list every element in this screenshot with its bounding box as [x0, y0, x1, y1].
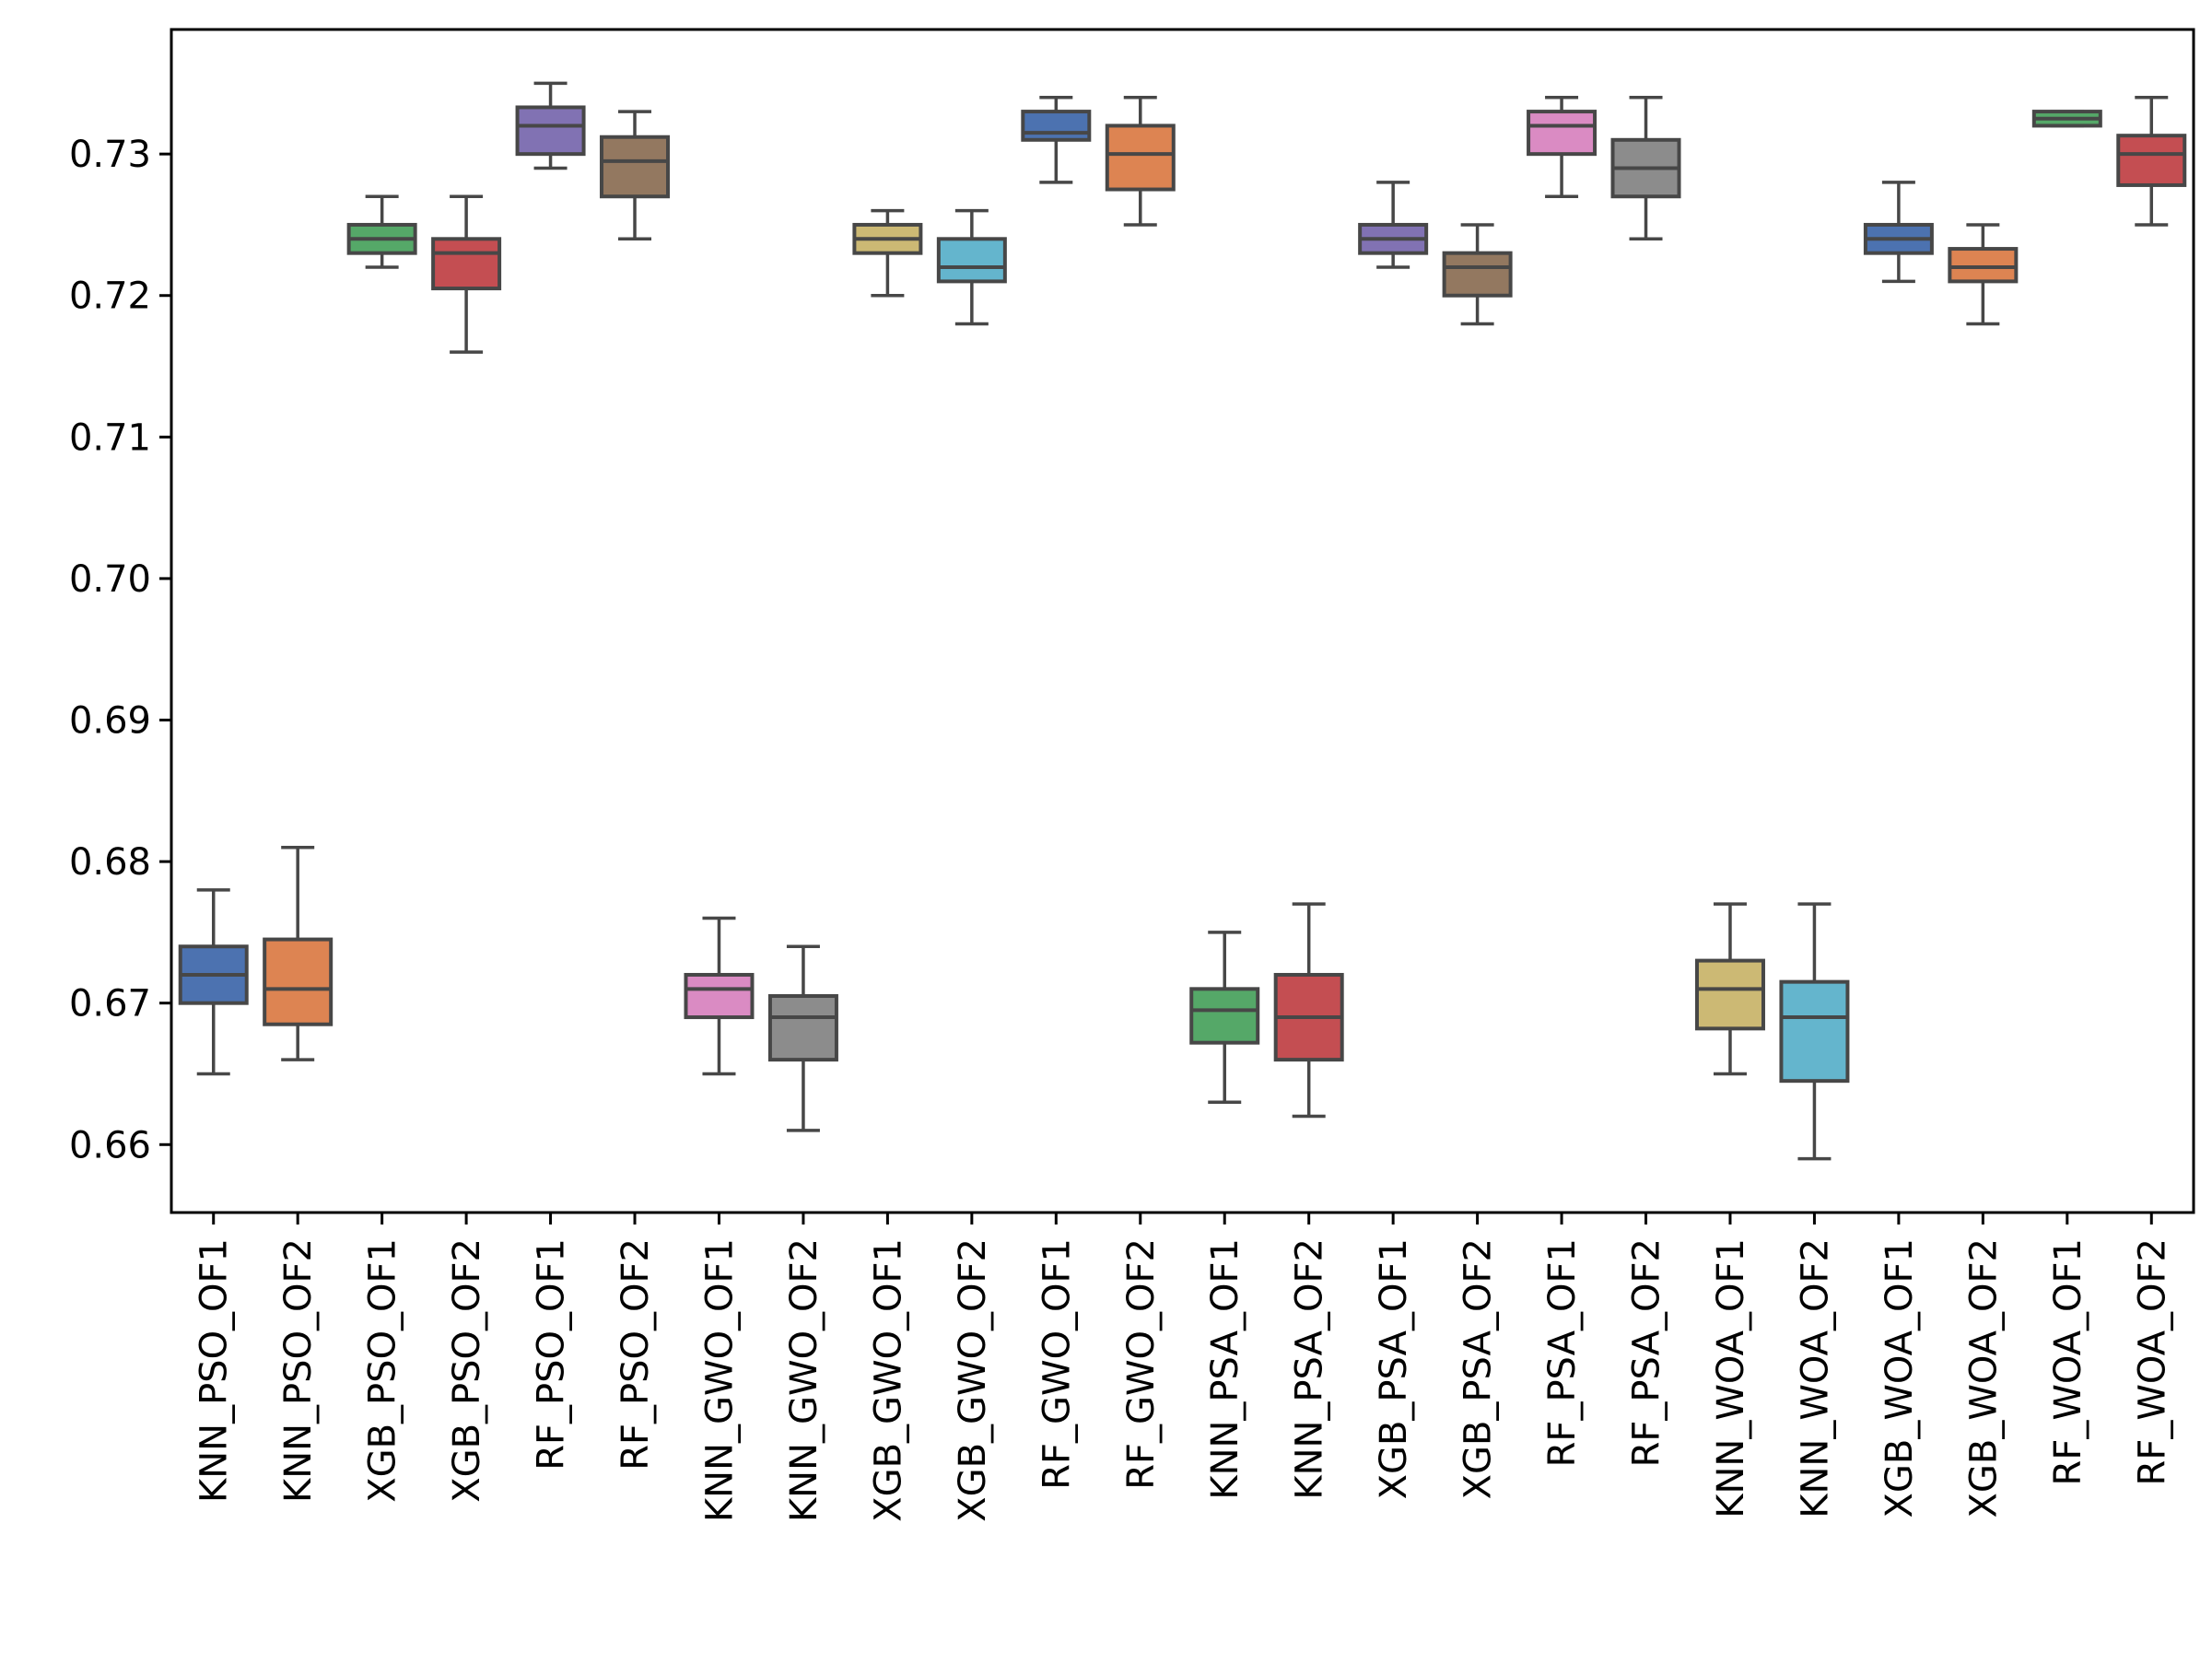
- iqr-box: [431, 237, 502, 291]
- x-tick-label: XGB_PSA_OF2: [1457, 1238, 1500, 1499]
- x-tick-label: RF_WOA_OF2: [2131, 1238, 2173, 1485]
- box-group-knn-woa-of2: [1779, 902, 1850, 1161]
- x-axis: KNN_PSO_OF1 KNN_PSO_OF2 XGB_PSO_OF1 XGB_PSO…: [193, 1213, 2173, 1522]
- box-group-rf-woa-of1: [2031, 110, 2102, 128]
- x-tick-label: RF_PSA_OF2: [1626, 1238, 1668, 1467]
- iqr-box: [1021, 110, 1092, 142]
- iqr-box: [1694, 958, 1765, 1031]
- x-tick-label: KNN_GWO_OF1: [698, 1238, 741, 1522]
- iqr-box: [1948, 247, 2019, 284]
- x-tick-label: RF_GWO_OF1: [1036, 1238, 1078, 1490]
- iqr-box: [1442, 251, 1513, 298]
- iqr-box: [515, 105, 586, 157]
- plot-frame: [170, 28, 2195, 1214]
- x-tick-label: XGB_GWO_OF2: [952, 1238, 994, 1522]
- x-tick-label: RF_GWO_OF2: [1120, 1238, 1163, 1490]
- box-group-knn-gwo-of1: [684, 916, 755, 1076]
- x-tick-label: KNN_PSA_OF2: [1289, 1238, 1331, 1500]
- box-group-xgb-psa-of2: [1442, 223, 1513, 326]
- box-group-xgb-psa-of1: [1358, 181, 1429, 269]
- x-tick-label: RF_PSO_OF2: [614, 1238, 657, 1471]
- x-tick-label: XGB_WOA_OF2: [1962, 1238, 2005, 1518]
- x-tick-label: XGB_PSA_OF1: [1373, 1238, 1415, 1499]
- x-tick-label: XGB_PSO_OF2: [446, 1238, 488, 1503]
- x-tick-label: KNN_WOA_OF2: [1794, 1238, 1836, 1518]
- box-group-xgb-woa-of2: [1948, 223, 2019, 326]
- box-group-rf-pso-of1: [515, 81, 586, 170]
- iqr-box: [1779, 979, 1850, 1084]
- box-group-knn-psa-of2: [1273, 902, 1344, 1119]
- box-group-xgb-pso-of2: [431, 194, 502, 354]
- y-tick-label: 0.71: [69, 416, 151, 459]
- x-tick-label: KNN_PSO_OF1: [193, 1238, 236, 1503]
- x-tick-label: KNN_PSO_OF2: [277, 1238, 320, 1503]
- box-group-knn-woa-of1: [1694, 902, 1765, 1076]
- box-group-xgb-woa-of1: [1863, 181, 1934, 284]
- x-tick-label: KNN_GWO_OF2: [783, 1238, 825, 1522]
- box-group-rf-woa-of2: [2116, 95, 2187, 227]
- x-tick-label: RF_PSO_OF1: [531, 1238, 573, 1471]
- x-tick-label: XGB_PSO_OF1: [362, 1238, 404, 1503]
- iqr-box: [1105, 123, 1176, 192]
- iqr-box: [1527, 110, 1598, 157]
- iqr-box: [936, 237, 1007, 284]
- iqr-box: [600, 135, 671, 199]
- box-group-knn-gwo-of2: [767, 944, 838, 1132]
- boxes-layer: [178, 81, 2187, 1161]
- box-group-knn-pso-of1: [178, 888, 249, 1076]
- y-tick-label: 0.69: [69, 700, 151, 743]
- iqr-box: [684, 972, 755, 1020]
- box-group-rf-psa-of2: [1610, 95, 1681, 241]
- y-tick-label: 0.66: [69, 1124, 151, 1166]
- x-tick-label: RF_WOA_OF1: [2047, 1238, 2089, 1485]
- box-group-rf-pso-of2: [600, 110, 671, 241]
- iqr-box: [263, 937, 334, 1026]
- box-group-rf-gwo-of2: [1105, 95, 1176, 227]
- box-group-knn-psa-of1: [1189, 931, 1260, 1104]
- box-group-rf-gwo-of1: [1021, 95, 1092, 184]
- box-group-knn-pso-of2: [263, 845, 334, 1061]
- x-tick-label: KNN_PSA_OF1: [1204, 1238, 1246, 1500]
- box-group-rf-psa-of1: [1527, 95, 1598, 198]
- x-tick-label: XGB_GWO_OF1: [867, 1238, 909, 1522]
- box-group-xgb-pso-of1: [346, 194, 417, 269]
- x-tick-label: RF_PSA_OF1: [1541, 1238, 1584, 1467]
- y-tick-label: 0.72: [69, 275, 151, 318]
- iqr-box: [1189, 987, 1260, 1045]
- y-tick-label: 0.67: [69, 983, 151, 1025]
- y-axis: 0.66 0.67 0.68 0.69 0.70 0.71 0.72 0.73: [69, 134, 171, 1166]
- box-group-xgb-gwo-of1: [852, 208, 923, 298]
- box-group-xgb-gwo-of2: [936, 208, 1007, 326]
- y-tick-label: 0.68: [69, 841, 151, 884]
- x-tick-label: XGB_WOA_OF1: [1878, 1238, 1921, 1518]
- y-tick-label: 0.73: [69, 134, 151, 176]
- x-tick-label: KNN_WOA_OF1: [1710, 1238, 1752, 1518]
- iqr-box: [767, 994, 838, 1062]
- iqr-box: [2116, 134, 2187, 187]
- y-tick-label: 0.70: [69, 558, 151, 601]
